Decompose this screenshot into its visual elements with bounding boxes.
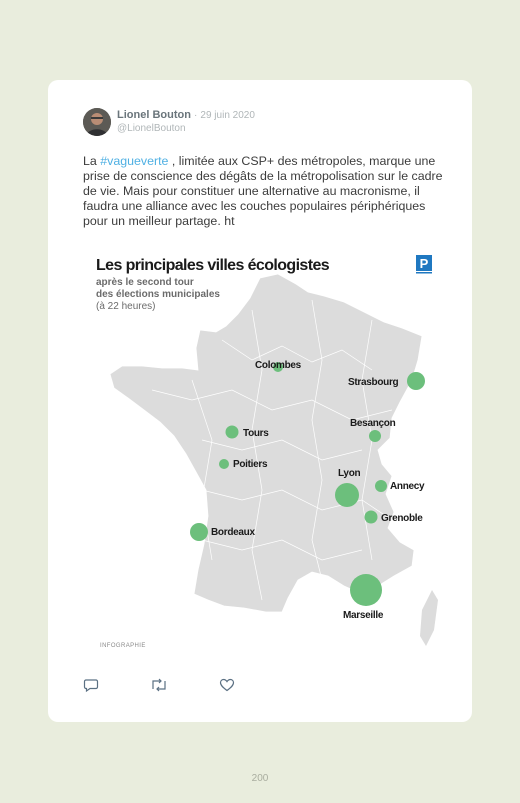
tweet-date[interactable]: 29 juin 2020 <box>200 110 255 121</box>
infographic-image[interactable]: Les principales villes écologistes après… <box>92 250 442 660</box>
label-tours: Tours <box>243 428 269 439</box>
dot-poitiers <box>219 459 229 469</box>
label-poitiers: Poitiers <box>233 459 268 470</box>
label-besancon: Besançon <box>350 418 396 429</box>
tweet-text-prefix: La <box>83 154 101 168</box>
author-handle[interactable]: @LionelBouton <box>117 123 186 134</box>
tweet-actions <box>83 677 283 697</box>
logo-letter: P <box>420 256 429 271</box>
avatar-image <box>83 108 111 136</box>
dot-marseille <box>350 574 382 606</box>
dot-tours <box>225 425 239 439</box>
reply-icon-svg <box>83 679 99 693</box>
infographic-credit: INFOGRAPHIE <box>100 643 146 649</box>
dot-bordeaux <box>190 523 208 541</box>
dot-annecy <box>375 480 387 492</box>
label-annecy: Annecy <box>390 481 425 492</box>
label-strasbourg: Strasbourg <box>348 377 399 388</box>
dot-strasbourg <box>407 372 425 390</box>
dot-besancon <box>369 430 381 442</box>
france-shape <box>109 273 423 613</box>
corsica-shape <box>420 590 438 646</box>
page-number: 200 <box>251 773 269 784</box>
label-marseille: Marseille <box>343 610 384 621</box>
tweet-header: Lionel Bouton · 29 juin 2020 <box>117 109 255 121</box>
infographic-subtitle-2: des élections municipales <box>96 289 220 300</box>
label-grenoble: Grenoble <box>381 513 423 524</box>
reply-icon[interactable] <box>83 677 101 695</box>
infographic-title: Les principales villes écologistes <box>96 257 330 274</box>
infographic-note: (à 22 heures) <box>96 301 155 312</box>
hashtag-link[interactable]: #vagueverte <box>100 154 169 168</box>
label-colombes: Colombes <box>255 360 302 371</box>
dot-grenoble <box>364 510 378 524</box>
avatar[interactable] <box>83 108 111 136</box>
newspaper-logo: P <box>416 255 432 274</box>
heart-icon-svg <box>219 678 235 692</box>
label-lyon: Lyon <box>338 468 361 479</box>
dot-colombes <box>273 362 283 372</box>
author-name[interactable]: Lionel Bouton <box>117 109 191 121</box>
tweet-card: Lionel Bouton · 29 juin 2020 @LionelBout… <box>48 80 472 722</box>
separator: · <box>194 110 198 121</box>
tweet-text: La #vagueverte , limitée aux CSP+ des mé… <box>83 154 443 229</box>
dot-lyon <box>335 483 359 507</box>
retweet-icon-svg <box>152 678 166 692</box>
infographic-subtitle-1: après le second tour <box>96 277 194 288</box>
label-bordeaux: Bordeaux <box>211 527 255 538</box>
france-map: Les principales villes écologistes après… <box>92 250 442 660</box>
retweet-icon[interactable] <box>150 677 168 695</box>
tweet-text-body: , limitée aux CSP+ des métropoles, marqu… <box>83 154 443 228</box>
city-dots <box>190 362 425 606</box>
heart-icon[interactable] <box>219 677 237 695</box>
